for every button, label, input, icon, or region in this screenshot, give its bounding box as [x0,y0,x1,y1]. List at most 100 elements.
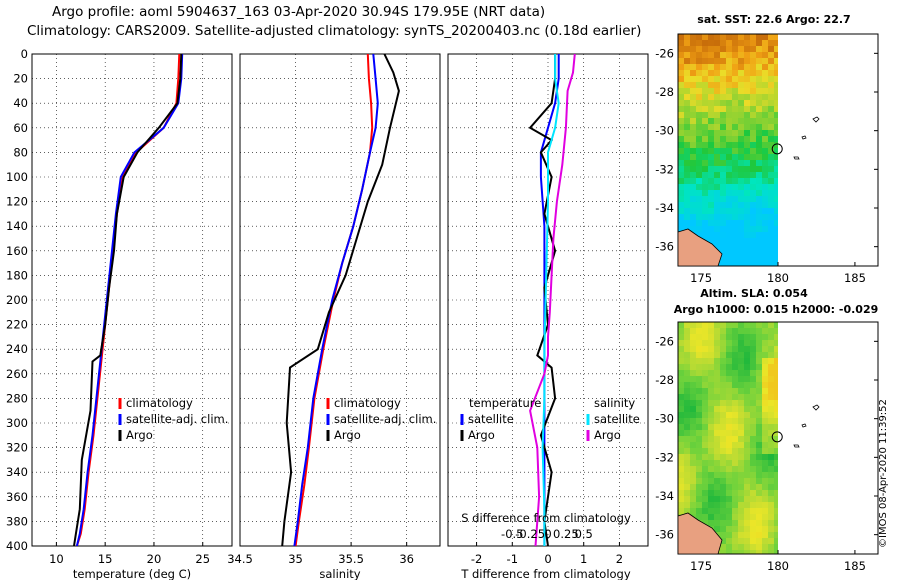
map-cell [684,100,690,106]
map-cell [768,184,774,190]
map-cell [774,508,778,514]
map-cell [726,472,732,478]
map-cell [696,346,702,352]
sst-float-marker [771,143,783,155]
map-cell [732,466,738,472]
map-cell [762,238,768,244]
map-cell [708,490,714,496]
map-cell [678,130,684,136]
title-line-1: Argo profile: aoml 5904637_163 03-Apr-20… [52,4,546,20]
map-cell [756,154,762,160]
map-cell [720,436,726,442]
map-cell [702,208,708,214]
map-cell [714,424,720,430]
map-cell [768,334,774,340]
map-cell [744,322,750,328]
map-cell [744,550,750,554]
map-cell [738,490,744,496]
map-cell [762,256,768,262]
map-cell [726,88,732,94]
map-cell [750,436,756,442]
map-cell [714,196,720,202]
map-cell [708,82,714,88]
map-cell [744,106,750,112]
map-cell [762,358,768,364]
map-cell [762,334,768,340]
map-cell [678,64,684,70]
map-cell [768,400,774,406]
map-cell [714,142,720,148]
map-cell [696,460,702,466]
map-cell [690,346,696,352]
map-cell [690,88,696,94]
map-cell [744,130,750,136]
map-cell [762,364,768,370]
map-cell [744,460,750,466]
map-cell [702,118,708,124]
map-cell [720,82,726,88]
map-cell [720,40,726,46]
map-cell [762,400,768,406]
map-cell [768,160,774,166]
map-cell [690,220,696,226]
sla-map-title: Altim. SLA: 0.054 [700,287,808,300]
map-cell [768,430,774,436]
map-cell [684,502,690,508]
map-cell [714,376,720,382]
map-cell [720,190,726,196]
map-cell [744,478,750,484]
map-cell [732,226,738,232]
map-cell [720,46,726,52]
map-cell [678,328,684,334]
map-cell [678,190,684,196]
map-cell [702,520,708,526]
map-cell [732,406,738,412]
s-tick-label: -0.25 [515,527,545,541]
map-cell [714,70,720,76]
map-cell [756,496,762,502]
map-cell [678,178,684,184]
map-cell [756,172,762,178]
map-cell [696,508,702,514]
map-cell [750,244,756,250]
map-cell [696,88,702,94]
map-cell [708,412,714,418]
map-cell [726,460,732,466]
map-cell [726,340,732,346]
map-cell [738,106,744,112]
map-cell [696,34,702,40]
map-cell [756,238,762,244]
map-cell [720,88,726,94]
map-cell [762,370,768,376]
map-cell [762,166,768,172]
map-cell [768,520,774,526]
map-cell [696,340,702,346]
map-cell [774,544,778,550]
map-cell [678,112,684,118]
map-cell [696,400,702,406]
map-cell [768,340,774,346]
map-cell [726,388,732,394]
map-cell [738,346,744,352]
map-y-tick-label: -36 [655,528,674,542]
map-cell [756,250,762,256]
map-cell [720,544,726,550]
map-cell [708,118,714,124]
map-cell [750,430,756,436]
map-cell [744,232,750,238]
map-cell [708,466,714,472]
map-cell [750,388,756,394]
map-cell [744,400,750,406]
map-cell [714,52,720,58]
map-cell [726,34,732,40]
map-cell [732,118,738,124]
map-cell [678,88,684,94]
map-cell [690,112,696,118]
map-cell [720,76,726,82]
map-cell [750,352,756,358]
map-cell [720,196,726,202]
map-cell [720,418,726,424]
map-cell [714,46,720,52]
map-cell [708,460,714,466]
map-cell [738,226,744,232]
